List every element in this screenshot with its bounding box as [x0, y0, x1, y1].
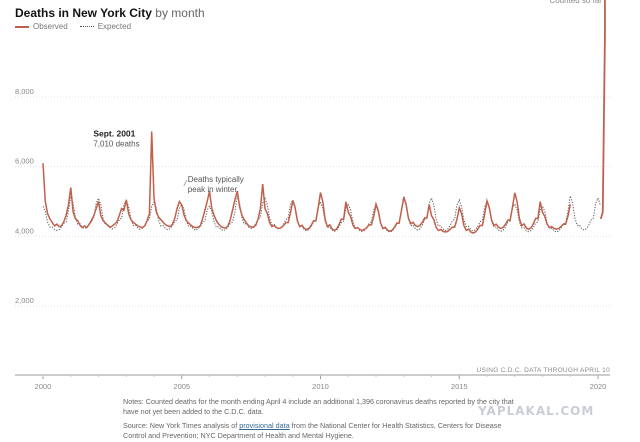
source-suffix: from the National Center for Health Stat…	[123, 421, 502, 440]
observed-series-line	[42, 131, 572, 234]
source-text: Source: New York Times analysis of provi…	[123, 421, 523, 441]
legend-expected-swatch	[79, 26, 94, 27]
source-prefix: Source: New York Times analysis of	[123, 421, 240, 430]
annotation-winter-leader	[183, 179, 188, 187]
watermark-logo: YAPLAKAL.COM	[478, 404, 595, 418]
x-tick-label: 2015	[451, 382, 468, 391]
x-tick-label: 2020	[590, 382, 607, 391]
y-tick-label: 4,000	[15, 226, 34, 235]
y-tick-label: 8,000	[15, 87, 34, 96]
legend-observed-label: Observed	[33, 22, 68, 31]
annotation-sept-2001-title: Sept. 2001	[93, 128, 135, 138]
legend-expected-label: Expected	[97, 22, 132, 31]
chart-title-main: Deaths in New York City	[15, 6, 152, 20]
notes-text: Notes: Counted deaths for the month endi…	[123, 397, 514, 416]
expected-series-line	[42, 195, 601, 233]
data-source-note: USING C.D.C. DATA THROUGH APRIL 10	[476, 367, 610, 374]
legend-observed-swatch	[15, 25, 29, 28]
chart-subtitle: by month	[155, 6, 205, 20]
y-tick-label: 6,000	[15, 157, 34, 166]
annotation-apr4-sub: Counted so far	[549, 0, 602, 5]
observed-spike-line	[599, 34, 606, 220]
x-tick-label: 2000	[35, 382, 52, 391]
annotation-winter-line1: Deaths typically	[188, 175, 244, 184]
y-tick-label: 2,000	[15, 296, 34, 305]
annotation-sept-2001-text: 7,010 deaths	[93, 139, 139, 148]
chart-legend: Observed Expected	[15, 22, 131, 31]
provisional-data-link[interactable]: provisional data	[239, 421, 290, 430]
x-tick-label: 2005	[173, 382, 190, 391]
x-tick-label: 2010	[312, 382, 329, 391]
chart-title: Deaths in New York City by month	[15, 6, 205, 20]
annotation-winter-line2: peak in winter.	[188, 185, 239, 194]
